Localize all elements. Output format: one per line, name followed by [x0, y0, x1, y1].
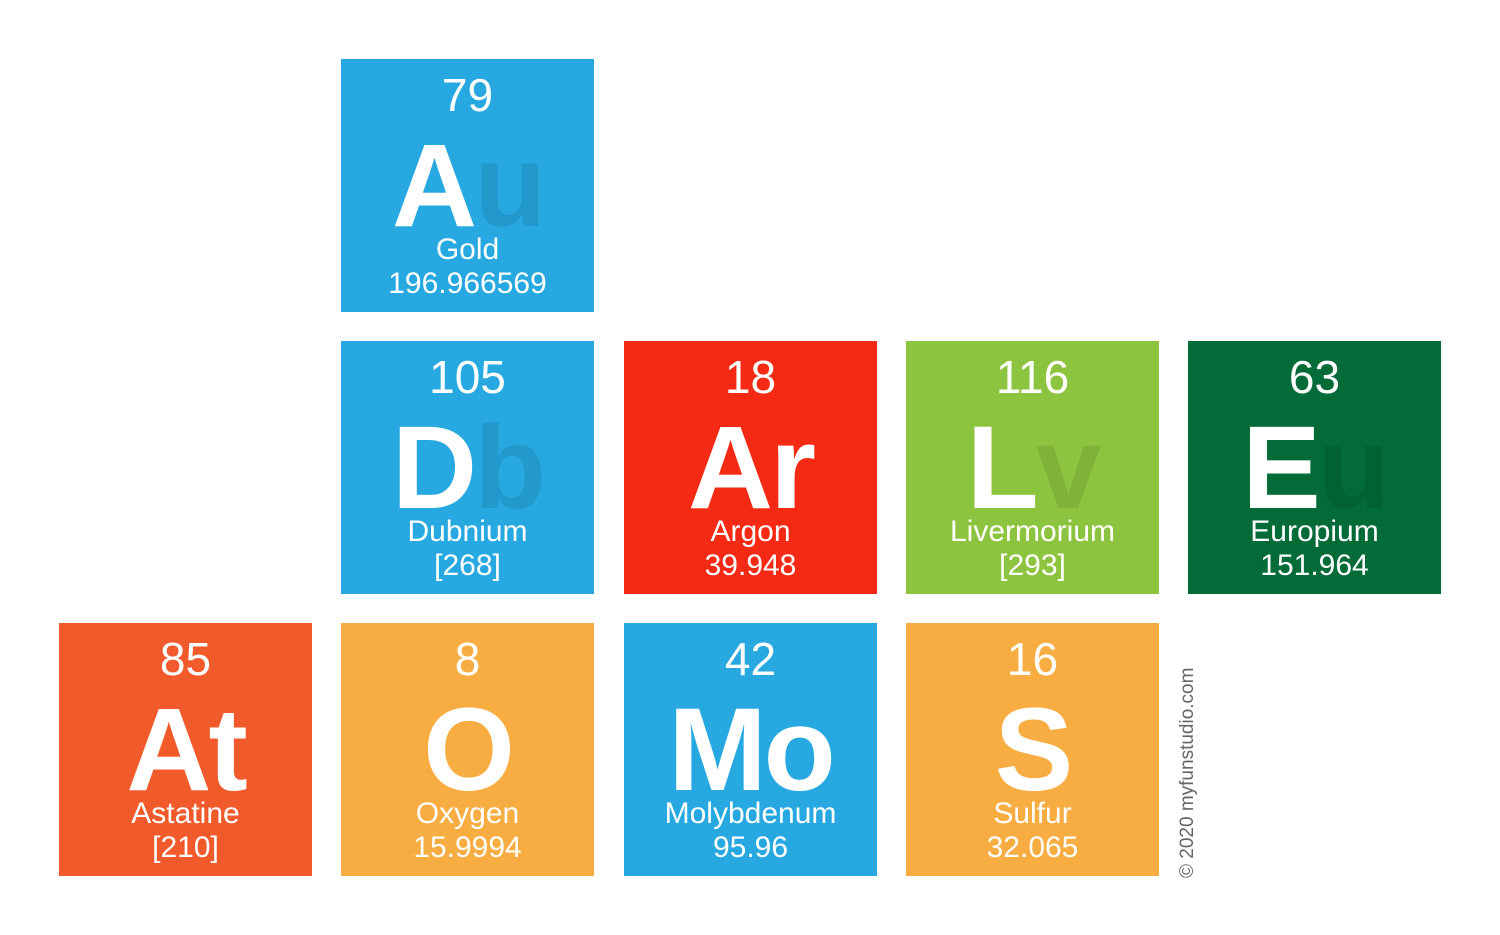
- element-name: Astatine: [131, 797, 240, 830]
- element-tile: 105 Db Dubnium [268]: [341, 341, 594, 594]
- element-tile: 18 Ar Argon 39.948: [624, 341, 877, 594]
- element-symbol: Db: [341, 403, 594, 533]
- element-name: Livermorium: [949, 515, 1116, 548]
- atomic-number: 79: [441, 69, 494, 121]
- atomic-number: 16: [1006, 633, 1059, 685]
- element-tile: 16 S Sulfur 32.065: [906, 623, 1159, 876]
- atomic-mass: 196.966569: [388, 267, 547, 300]
- atomic-number: 42: [724, 633, 777, 685]
- atomic-number: 18: [724, 351, 777, 403]
- atomic-number: 85: [159, 633, 212, 685]
- element-symbol: Eu: [1188, 403, 1441, 533]
- symbol-part: L: [966, 402, 1039, 534]
- symbol-part: S: [994, 684, 1074, 816]
- element-name: Argon: [710, 515, 791, 548]
- symbol-part: Ar: [687, 402, 816, 534]
- atomic-number: 8: [454, 633, 481, 685]
- element-tile: 8 O Oxygen 15.9994: [341, 623, 594, 876]
- symbol-part: Mo: [668, 684, 835, 816]
- element-tile: 63 Eu Europium 151.964: [1188, 341, 1441, 594]
- element-symbol: Au: [341, 121, 594, 251]
- symbol-part: b: [474, 402, 546, 534]
- element-name: Sulfur: [993, 797, 1072, 830]
- element-tile: 116 Lv Livermorium [293]: [906, 341, 1159, 594]
- element-symbol: O: [341, 685, 594, 815]
- atomic-mass: [293]: [999, 549, 1066, 582]
- atomic-mass: [210]: [152, 831, 219, 864]
- element-name: Molybdenum: [664, 797, 837, 830]
- atomic-mass: 15.9994: [413, 831, 522, 864]
- element-name: Europium: [1250, 515, 1379, 548]
- element-name: Oxygen: [415, 797, 520, 830]
- atomic-number: 116: [995, 351, 1070, 403]
- element-name: Dubnium: [407, 515, 528, 548]
- element-symbol: Ar: [624, 403, 877, 533]
- element-name: Gold: [435, 233, 500, 266]
- atomic-number: 63: [1288, 351, 1341, 403]
- element-symbol: Mo: [624, 685, 877, 815]
- atomic-mass: 95.96: [712, 831, 789, 864]
- atomic-mass: [268]: [434, 549, 501, 582]
- element-tile: 79 Au Gold 196.966569: [341, 59, 594, 312]
- atomic-mass: 151.964: [1260, 549, 1369, 582]
- element-tile: 42 Mo Molybdenum 95.96: [624, 623, 877, 876]
- symbol-part: D: [391, 402, 477, 534]
- copyright: © 2020 myfunstudio.com: [1177, 667, 1198, 878]
- element-symbol: Lv: [906, 403, 1159, 533]
- symbol-part: A: [391, 120, 477, 252]
- symbol-part: At: [126, 684, 248, 816]
- symbol-part: v: [1035, 402, 1102, 534]
- symbol-part: O: [423, 684, 515, 816]
- element-tile: 85 At Astatine [210]: [59, 623, 312, 876]
- atomic-mass: 32.065: [986, 831, 1079, 864]
- symbol-part: E: [1242, 402, 1321, 534]
- element-symbol: At: [59, 685, 312, 815]
- atomic-number: 105: [429, 351, 506, 403]
- symbol-part: u: [1317, 402, 1390, 534]
- atomic-mass: 39.948: [704, 549, 797, 582]
- symbol-part: u: [474, 120, 546, 252]
- element-symbol: S: [906, 685, 1159, 815]
